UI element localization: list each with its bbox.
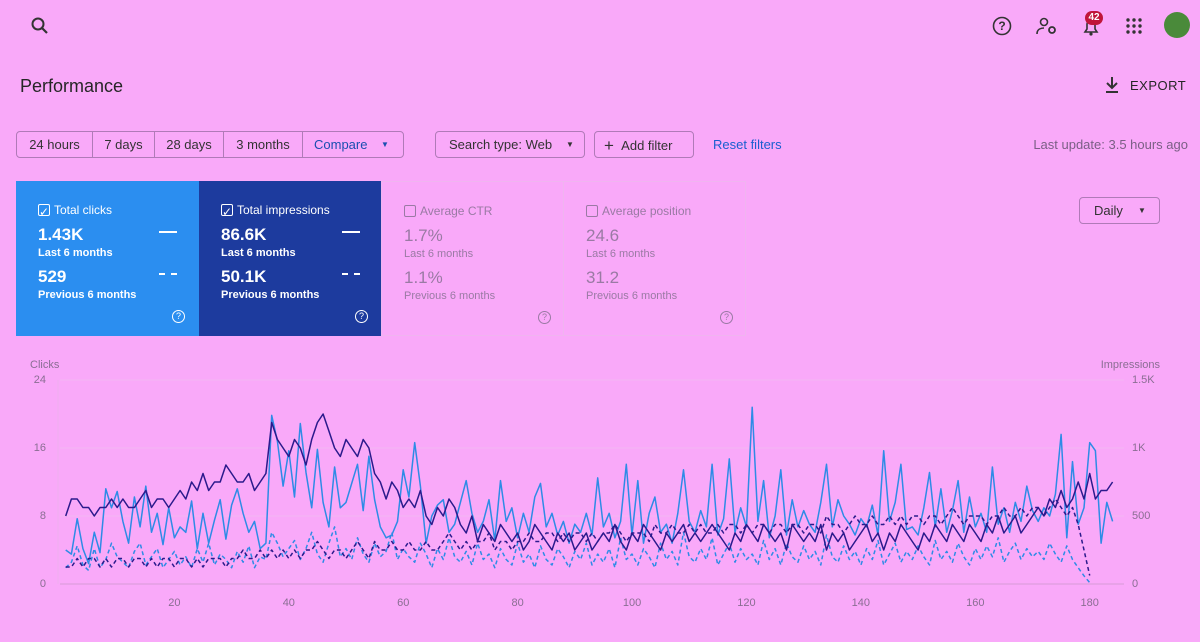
metric-card[interactable]: ✓ Total impressions 86.6K Last 6 months 50.1… bbox=[199, 181, 382, 336]
metric-name: Total impressions bbox=[237, 203, 330, 217]
metric-value: 1.7% bbox=[404, 226, 443, 245]
y-tick-label: 8 bbox=[40, 510, 46, 522]
x-tick-label: 160 bbox=[966, 597, 984, 609]
add-filter-button[interactable]: + Add filter bbox=[594, 131, 694, 158]
reset-filters[interactable]: Reset filters bbox=[713, 137, 782, 152]
export-button[interactable]: EXPORT bbox=[1130, 78, 1187, 93]
y-axis-title: Clicks bbox=[30, 359, 60, 371]
checkbox[interactable]: ✓ bbox=[221, 204, 233, 219]
y2-tick-label: 1K bbox=[1132, 442, 1146, 454]
y2-axis-title: Impressions bbox=[1101, 359, 1161, 371]
checkbox[interactable] bbox=[404, 205, 416, 217]
metric-period: Last 6 months bbox=[586, 248, 656, 260]
granularity-button[interactable]: Daily ▼ bbox=[1079, 197, 1160, 224]
x-tick-label: 140 bbox=[852, 597, 870, 609]
series-line bbox=[65, 498, 1091, 576]
y2-tick-label: 1.5K bbox=[1132, 374, 1155, 386]
x-tick-label: 120 bbox=[737, 597, 755, 609]
help-icon[interactable]: ? bbox=[720, 311, 733, 324]
series-line bbox=[65, 526, 1091, 584]
metric-period: Last 6 months bbox=[38, 247, 113, 259]
metric-period: Last 6 months bbox=[404, 248, 474, 260]
range-button[interactable]: 28 days bbox=[154, 131, 224, 158]
y-tick-label: 24 bbox=[34, 374, 46, 386]
compare-button[interactable]: Compare ▼ bbox=[302, 131, 404, 158]
series-line bbox=[65, 406, 1114, 565]
metric-previous: 1.1% bbox=[404, 268, 443, 287]
help-icon[interactable]: ? bbox=[172, 310, 185, 323]
help-icon[interactable]: ? bbox=[355, 310, 368, 323]
range-button[interactable]: 7 days bbox=[92, 131, 155, 158]
y-tick-label: 0 bbox=[40, 578, 46, 590]
y-tick-label: 16 bbox=[34, 442, 46, 454]
metric-previous-period: Previous 6 months bbox=[221, 289, 320, 301]
help-icon[interactable]: ? bbox=[992, 16, 1012, 36]
x-tick-label: 180 bbox=[1080, 597, 1098, 609]
metric-previous: 50.1K bbox=[221, 267, 267, 286]
y2-tick-label: 0 bbox=[1132, 578, 1138, 590]
series-line bbox=[64, 413, 1114, 551]
y2-tick-label: 500 bbox=[1132, 510, 1150, 522]
last-update: Last update: 3.5 hours ago bbox=[1033, 137, 1188, 152]
avatar[interactable] bbox=[1164, 12, 1190, 38]
x-tick-label: 60 bbox=[397, 597, 409, 609]
metric-name: Total clicks bbox=[54, 203, 113, 217]
help-icon[interactable]: ? bbox=[538, 311, 551, 324]
search-type-button[interactable]: Search type: Web ▼ bbox=[435, 131, 585, 158]
metric-previous-period: Previous 6 months bbox=[38, 289, 137, 301]
metric-card[interactable]: Average CTR 1.7% Last 6 months 1.1% Previous… bbox=[381, 181, 564, 336]
apps-icon[interactable] bbox=[1126, 18, 1142, 34]
notification-badge: 42 bbox=[1085, 11, 1103, 25]
metric-period: Last 6 months bbox=[221, 247, 296, 259]
x-tick-label: 80 bbox=[512, 597, 524, 609]
x-tick-label: 100 bbox=[623, 597, 641, 609]
metric-previous-period: Previous 6 months bbox=[586, 290, 678, 302]
dashed-key bbox=[159, 273, 177, 275]
search-type-label: Search type: Web bbox=[449, 137, 553, 152]
metric-card[interactable]: ✓ Total clicks 1.43K Last 6 months 529 Previo… bbox=[16, 181, 199, 336]
metric-previous: 31.2 bbox=[586, 268, 620, 287]
checkbox[interactable] bbox=[586, 205, 598, 217]
search-icon[interactable] bbox=[30, 16, 50, 36]
download-icon[interactable] bbox=[1104, 76, 1120, 94]
solid-key bbox=[159, 231, 177, 233]
metric-name: Average CTR bbox=[420, 204, 493, 218]
chart: Clicks Impressions 0 8 16 24 0 500 1K 1.5K 20 40 6… bbox=[30, 359, 1161, 609]
metric-name: Average position bbox=[602, 204, 692, 218]
metric-value: 1.43K bbox=[38, 225, 84, 244]
metric-previous: 529 bbox=[38, 267, 67, 286]
add-filter-label: Add filter bbox=[621, 138, 673, 153]
page-title: Performance bbox=[20, 76, 124, 96]
compare-label: Compare bbox=[314, 137, 368, 152]
metric-value: 86.6K bbox=[221, 225, 267, 244]
metric-value: 24.6 bbox=[586, 226, 620, 245]
solid-key bbox=[342, 231, 360, 233]
x-tick-label: 20 bbox=[168, 597, 180, 609]
metric-card[interactable]: Average position 24.6 Last 6 months 31.2 Pre… bbox=[563, 181, 746, 336]
dashed-key bbox=[342, 273, 360, 275]
user-settings-icon[interactable] bbox=[1036, 16, 1058, 36]
svg-text:?: ? bbox=[998, 19, 1005, 33]
range-button[interactable]: 3 months bbox=[223, 131, 303, 158]
metric-previous-period: Previous 6 months bbox=[404, 290, 496, 302]
granularity-label: Daily bbox=[1094, 203, 1123, 218]
range-button[interactable]: 24 hours bbox=[16, 131, 93, 158]
x-tick-label: 40 bbox=[283, 597, 295, 609]
checkbox[interactable]: ✓ bbox=[38, 204, 50, 219]
